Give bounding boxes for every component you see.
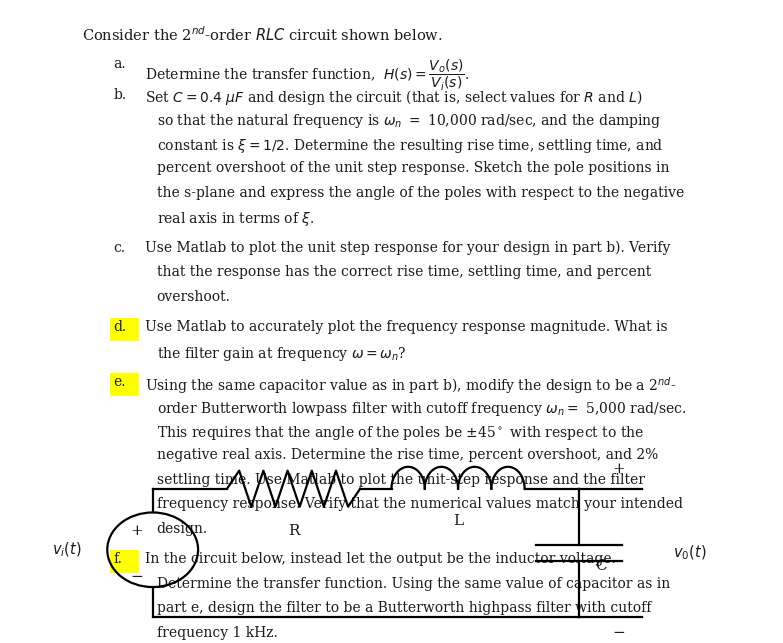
Text: frequency response. Verify that the numerical values match your intended: frequency response. Verify that the nume… xyxy=(157,497,683,511)
Text: Set $C = 0.4\ \mu F$ and design the circuit (that is, select values for $R$ and : Set $C = 0.4\ \mu F$ and design the circ… xyxy=(145,88,642,107)
Text: real axis in terms of $\xi$.: real axis in terms of $\xi$. xyxy=(157,210,314,228)
Text: Determine the transfer function,  $H(s) = \dfrac{V_o(s)}{V_i(s)}$.: Determine the transfer function, $H(s) =… xyxy=(145,57,469,93)
Text: b.: b. xyxy=(114,88,127,102)
Text: d.: d. xyxy=(114,320,127,334)
Text: percent overshoot of the unit step response. Sketch the pole positions in: percent overshoot of the unit step respo… xyxy=(157,161,669,176)
Text: design.: design. xyxy=(157,521,207,536)
Text: $v_i(t)$: $v_i(t)$ xyxy=(52,541,81,559)
Text: +: + xyxy=(131,523,143,538)
Text: Consider the 2$^{nd}$-order $\mathit{RLC}$ circuit shown below.: Consider the 2$^{nd}$-order $\mathit{RLC… xyxy=(82,26,443,44)
Text: settling time. Use Matlab to plot the unit-step response and the filter: settling time. Use Matlab to plot the un… xyxy=(157,473,644,487)
Text: Determine the transfer function. Using the same value of capacitor as in: Determine the transfer function. Using t… xyxy=(157,577,669,591)
Text: In the circuit below, instead let the output be the inductor voltage.: In the circuit below, instead let the ou… xyxy=(145,552,615,566)
Text: so that the natural frequency is $\omega_n\ =$ 10,000 rad/sec, and the damping: so that the natural frequency is $\omega… xyxy=(157,113,661,131)
Text: that the response has the correct rise time, settling time, and percent: that the response has the correct rise t… xyxy=(157,265,651,279)
Text: c.: c. xyxy=(114,240,125,255)
Text: Use Matlab to plot the unit step response for your design in part b). Verify: Use Matlab to plot the unit step respons… xyxy=(145,240,670,255)
Text: overshoot.: overshoot. xyxy=(157,289,230,303)
Text: e.: e. xyxy=(114,375,126,389)
Text: part e, design the filter to be a Butterworth highpass filter with cutoff: part e, design the filter to be a Butter… xyxy=(157,601,651,615)
Text: Using the same capacitor value as in part b), modify the design to be a 2$^{nd}$: Using the same capacitor value as in par… xyxy=(145,375,677,396)
Text: the filter gain at frequency $\omega = \omega_n$?: the filter gain at frequency $\omega = \… xyxy=(157,345,406,363)
Text: R: R xyxy=(288,524,299,538)
FancyBboxPatch shape xyxy=(110,318,139,341)
Text: the s-plane and express the angle of the poles with respect to the negative: the s-plane and express the angle of the… xyxy=(157,186,684,200)
Text: f.: f. xyxy=(114,552,122,566)
Text: order Butterworth lowpass filter with cutoff frequency $\omega_n =$ 5,000 rad/se: order Butterworth lowpass filter with cu… xyxy=(157,399,686,417)
Text: This requires that the angle of the poles be $\pm$45$^\circ$ with respect to the: This requires that the angle of the pole… xyxy=(157,424,644,442)
Text: +: + xyxy=(612,462,625,476)
FancyBboxPatch shape xyxy=(110,373,139,396)
Text: a.: a. xyxy=(114,57,126,71)
Text: C: C xyxy=(595,559,607,574)
FancyBboxPatch shape xyxy=(110,550,139,573)
Text: frequency 1 kHz.: frequency 1 kHz. xyxy=(157,626,277,640)
Text: −: − xyxy=(131,570,143,584)
Text: constant is $\xi = 1/2$. Determine the resulting rise time, settling time, and: constant is $\xi = 1/2$. Determine the r… xyxy=(157,137,663,155)
Text: −: − xyxy=(612,626,625,640)
Text: $v_0(t)$: $v_0(t)$ xyxy=(673,544,707,562)
Text: negative real axis. Determine the rise time, percent overshoot, and 2%: negative real axis. Determine the rise t… xyxy=(157,448,658,462)
Text: L: L xyxy=(453,514,463,529)
Text: Use Matlab to accurately plot the frequency response magnitude. What is: Use Matlab to accurately plot the freque… xyxy=(145,320,667,334)
